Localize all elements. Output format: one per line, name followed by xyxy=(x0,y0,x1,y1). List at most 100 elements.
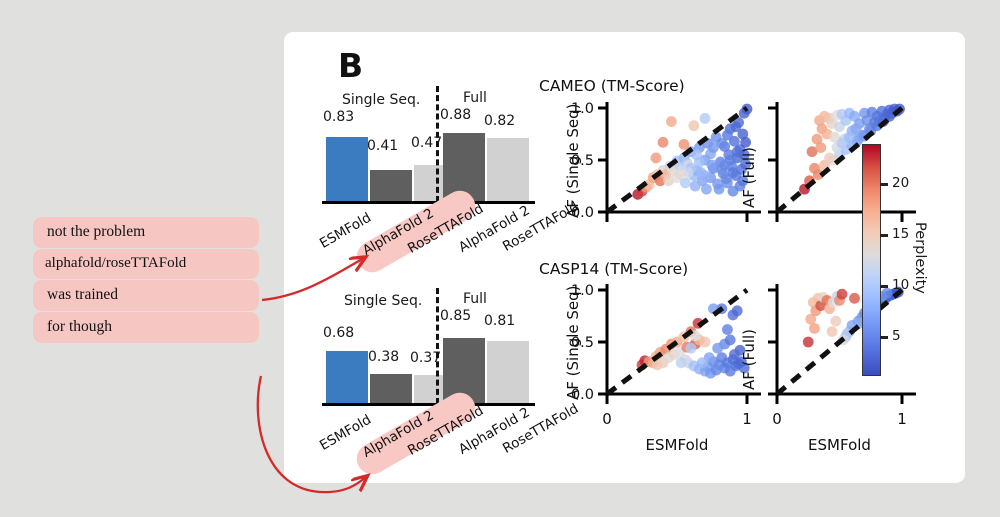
scatter-point xyxy=(805,313,817,325)
group-separator-cameo xyxy=(436,86,439,202)
scatter-point xyxy=(849,292,860,304)
scatter-point xyxy=(716,137,728,149)
scatter-point xyxy=(824,152,835,164)
bar-group-label-single-seq-top: Single Seq. xyxy=(342,92,421,108)
scatter-point xyxy=(727,167,739,178)
scatter-point xyxy=(740,136,751,148)
bar-value-label-esmfold-casp14: 0.68 xyxy=(323,325,355,341)
bar-alphafold-single-cameo xyxy=(370,170,412,201)
y-tick-label: 0.0 xyxy=(571,205,594,221)
y-axis-label: AF (Single Seq) xyxy=(564,103,582,218)
x-tick-label: 1 xyxy=(897,410,907,428)
scatter-point xyxy=(729,349,740,360)
bar-value-label-alphafold-single-cameo: 0.41 xyxy=(367,138,399,154)
colorbar-tick-5 xyxy=(880,336,888,339)
bar-baseline-cameo xyxy=(322,201,535,204)
scatter-point xyxy=(712,178,723,190)
bar-esmfold-cameo xyxy=(326,137,368,201)
scatter-point xyxy=(809,323,820,334)
scatter-point xyxy=(738,362,750,374)
scatter-point xyxy=(844,131,855,143)
scatter-point xyxy=(685,342,697,354)
identity-reference-line xyxy=(605,105,749,215)
scatter-point xyxy=(678,139,690,150)
scatter-point xyxy=(806,146,818,158)
scatter-point xyxy=(663,175,674,187)
scatter-point xyxy=(815,142,827,153)
scatter-point xyxy=(720,173,732,185)
x-axis-label: ESMFold xyxy=(646,436,709,454)
scatter-point xyxy=(682,167,694,178)
bar-value-label-rosettafold-full-casp14: 0.81 xyxy=(484,313,516,329)
y-tick-label: 0.5 xyxy=(571,153,594,169)
scatter-point xyxy=(708,142,719,153)
scatter-point xyxy=(850,123,862,135)
x-tick-label: 0 xyxy=(602,410,612,428)
scatter-point xyxy=(674,169,686,180)
scatter-point xyxy=(812,169,824,180)
bar-baseline-casp14 xyxy=(322,403,535,406)
scatter-point xyxy=(666,116,677,127)
bar-value-label-rosettafold-single-casp14: 0.37 xyxy=(410,350,442,366)
bar-alphafold-single-casp14 xyxy=(370,374,412,403)
y-tick-label: 0.5 xyxy=(571,335,594,351)
scatter-point xyxy=(719,159,730,171)
scatter-point xyxy=(881,287,893,299)
scatter-point xyxy=(696,357,708,369)
scatter-point xyxy=(712,342,723,354)
scatter-point xyxy=(699,113,711,124)
scatter-point xyxy=(691,149,702,161)
scatter-panel-right: AF (Full) xyxy=(740,102,916,222)
scatter-point xyxy=(737,128,749,140)
bar-value-label-alphafold-single-casp14: 0.38 xyxy=(368,349,400,365)
scatter-point xyxy=(826,326,838,337)
identity-reference-line xyxy=(605,287,749,397)
bar-group-label-full-top: Full xyxy=(463,90,487,106)
colorbar-label-15: 15 xyxy=(892,226,910,242)
bar-rosettafold-full-cameo xyxy=(487,138,529,201)
colorbar-label-10: 10 xyxy=(892,277,910,293)
colorbar-tick-20 xyxy=(880,183,888,186)
scatter-panel-left: 0.0 0.5 1.0 0 1 AF (Single Seq) ESMFold xyxy=(564,283,761,454)
y-tick-label: 1.0 xyxy=(571,283,594,299)
scatter-point xyxy=(706,159,718,171)
scatter-panel-left: 0.0 0.5 1.0AF (Single Seq) xyxy=(564,101,761,222)
y-tick-label: 0.0 xyxy=(571,387,594,403)
scatter-point xyxy=(731,305,743,317)
bar-value-label-esmfold-cameo: 0.83 xyxy=(323,109,355,125)
bar-chart-cameo: Single Seq. Full 0.83 0.41 0.47 0.88 0.8… xyxy=(322,86,535,204)
scatter-point xyxy=(657,136,669,148)
scatter-point xyxy=(829,131,840,143)
scatter-point xyxy=(675,357,687,369)
scatter-title-casp14: CASP14 (TM-Score) xyxy=(539,260,689,278)
y-axis-label: AF (Full) xyxy=(740,147,758,208)
x-axis-label: ESMFold xyxy=(808,436,871,454)
scatter-point xyxy=(722,129,733,141)
bar-value-label-alphafold-full-casp14: 0.85 xyxy=(440,308,472,324)
scatter-point xyxy=(802,336,814,348)
panel-letter: B xyxy=(338,46,364,85)
scatter-plots-group: 0.00.51.0AF (Single Seq) AF (Full)0.00.51… xyxy=(564,101,916,454)
scatter-point xyxy=(730,121,742,133)
x-tick-label: 0 xyxy=(772,410,782,428)
identity-reference-line xyxy=(775,106,904,214)
group-separator-casp14 xyxy=(436,288,439,404)
annotation-line-3: was trained xyxy=(33,280,259,311)
scatter-point xyxy=(737,175,749,187)
bar-value-label-rosettafold-single-cameo: 0.47 xyxy=(411,135,443,151)
annotation-line-1: not the problem xyxy=(33,217,259,248)
scatter-point xyxy=(689,180,701,192)
bar-value-label-alphafold-full-cameo: 0.88 xyxy=(440,107,472,123)
scatter-point xyxy=(699,170,711,182)
scatter-point xyxy=(680,177,691,189)
bar-alphafold-full-cameo xyxy=(443,133,485,201)
colorbar-tick-15 xyxy=(880,234,888,237)
colorbar-tick-10 xyxy=(880,285,888,288)
scatter-point xyxy=(836,137,848,149)
scatter-point xyxy=(724,334,736,346)
bar-group-label-full-bottom: Full xyxy=(463,291,487,307)
y-tick-label: 1.0 xyxy=(571,101,594,117)
colorbar-gradient xyxy=(862,144,881,376)
scatter-point xyxy=(836,288,848,300)
scatter-point xyxy=(811,133,823,145)
